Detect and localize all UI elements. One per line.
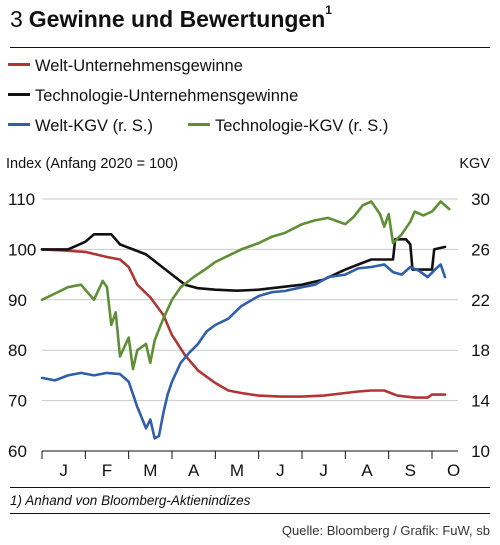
legend-item-welt-kgv: Welt-KGV (r. S.) [8,117,153,136]
footnote-divider [10,487,490,488]
legend-item-tech-gewinne: Technologie-Unternehmensgewinne [8,87,298,106]
legend-swatch [8,93,30,97]
x-tick-label: A [361,461,373,480]
footnote: 1) Anhand von Bloomberg-Aktienindizes [10,493,251,508]
y2-tick-label: 26 [471,240,490,259]
y-tick-label: 60 [8,442,27,461]
y2-tick-label: 14 [471,392,490,411]
x-tick-label: M [143,461,157,480]
x-tick-label: S [405,461,416,480]
legend-label: Technologie-KGV (r. S.) [215,117,389,135]
x-tick-label: J [59,461,68,480]
series-line-technologie-kgv-r-s [40,200,451,371]
legend-label: Welt-Unternehmensgewinne [35,57,243,75]
legend-label: Welt-KGV (r. S.) [35,117,153,135]
right-axis-label: KGV [459,156,490,172]
y-tick-label: 70 [8,392,27,411]
y2-tick-label: 22 [471,291,490,310]
source-divider [10,513,490,514]
legend-swatch [188,123,210,127]
y-tick-label: 80 [8,341,27,360]
y-tick-label: 100 [8,240,36,259]
series-line-welt-unternehmensgewinne [40,248,447,399]
legend-item-welt-gewinne: Welt-Unternehmensgewinne [8,57,243,76]
x-tick-label: A [188,461,200,480]
y2-tick-label: 10 [471,442,490,461]
left-axis-label: Index (Anfang 2020 = 100) [6,156,179,172]
x-tick-label: F [102,461,112,480]
y2-tick-label: 30 [471,190,490,209]
source-note: Quelle: Bloomberg / Grafik: FuW, sb [281,523,490,538]
y-tick-label: 110 [8,190,35,209]
chart-number: 3 [10,6,23,32]
x-tick-label: M [230,461,244,480]
chart-title-text: Gewinne und Bewertungen [28,6,326,32]
y-tick-label: 90 [8,291,27,310]
legend-swatch [8,123,30,127]
chart-title: 3 Gewinne und Bewertungen1 [10,3,332,33]
legend-label: Technologie-Unternehmensgewinne [35,87,299,105]
x-tick-label: J [319,461,328,480]
series-line-welt-kgv-r-s [40,263,447,440]
x-tick-label: J [276,461,285,480]
series-line-technologie-unternehmensgewinne [40,233,447,293]
legend-swatch [8,63,30,67]
footnote-mark: 1 [325,3,332,18]
x-tick-label: O [447,461,460,480]
title-divider [10,47,490,48]
y2-tick-label: 18 [471,341,490,360]
legend-item-tech-kgv: Technologie-KGV (r. S.) [188,117,388,136]
